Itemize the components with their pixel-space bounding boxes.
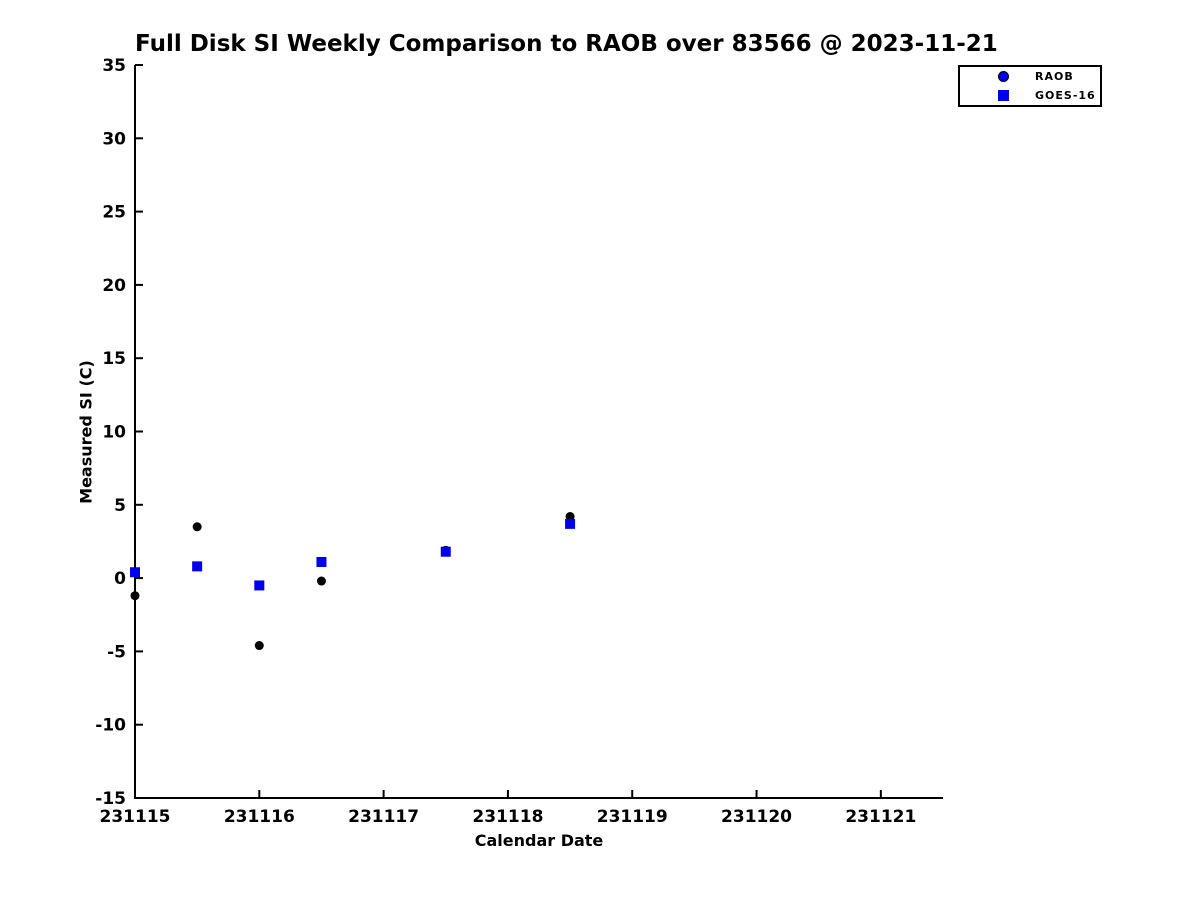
raob-point — [565, 512, 575, 522]
y-tick-label: -15 — [95, 789, 126, 809]
legend-label-raob: RAOB — [1035, 70, 1074, 83]
goes16-point — [565, 518, 576, 529]
y-tick-label: -5 — [107, 642, 126, 662]
raob-point — [254, 641, 264, 651]
x-tick-label: 231119 — [597, 807, 668, 827]
y-tick-label: -10 — [95, 716, 126, 736]
x-axis-label: Calendar Date — [474, 831, 604, 850]
y-tick-label: 20 — [102, 276, 126, 296]
goes16-point — [254, 580, 265, 591]
goes16-legend-square-icon — [998, 90, 1009, 101]
y-tick-label: 10 — [102, 423, 126, 443]
x-tick-label: 231118 — [472, 807, 543, 827]
raob-point — [130, 591, 140, 601]
y-tick-label: 25 — [102, 203, 126, 223]
x-tick-label: 231117 — [348, 807, 419, 827]
legend: RAOB GOES-16 — [958, 65, 1102, 107]
raob-point — [316, 576, 326, 586]
x-tick-label: 231121 — [845, 807, 916, 827]
legend-label-goes16: GOES-16 — [1035, 89, 1096, 102]
x-tick-label: 231116 — [224, 807, 295, 827]
y-tick-label: 35 — [102, 56, 126, 76]
raob-point — [192, 522, 202, 532]
chart-title: Full Disk SI Weekly Comparison to RAOB o… — [135, 31, 998, 57]
x-tick-label: 231120 — [721, 807, 792, 827]
y-tick-label: 15 — [102, 349, 126, 369]
x-tick-label: 231115 — [100, 807, 171, 827]
y-tick-label: 0 — [114, 569, 126, 589]
y-tick-label: 5 — [114, 496, 126, 516]
y-tick-label: 30 — [102, 129, 126, 149]
y-axis-label: Measured SI (C) — [76, 360, 96, 504]
goes16-point — [440, 546, 451, 557]
legend-row-goes16: GOES-16 — [960, 86, 1100, 105]
goes16-point — [192, 561, 203, 572]
legend-row-raob: RAOB — [960, 67, 1100, 86]
goes16-point — [130, 567, 140, 578]
goes16-point — [316, 556, 327, 567]
raob-legend-circle-icon — [998, 71, 1009, 82]
